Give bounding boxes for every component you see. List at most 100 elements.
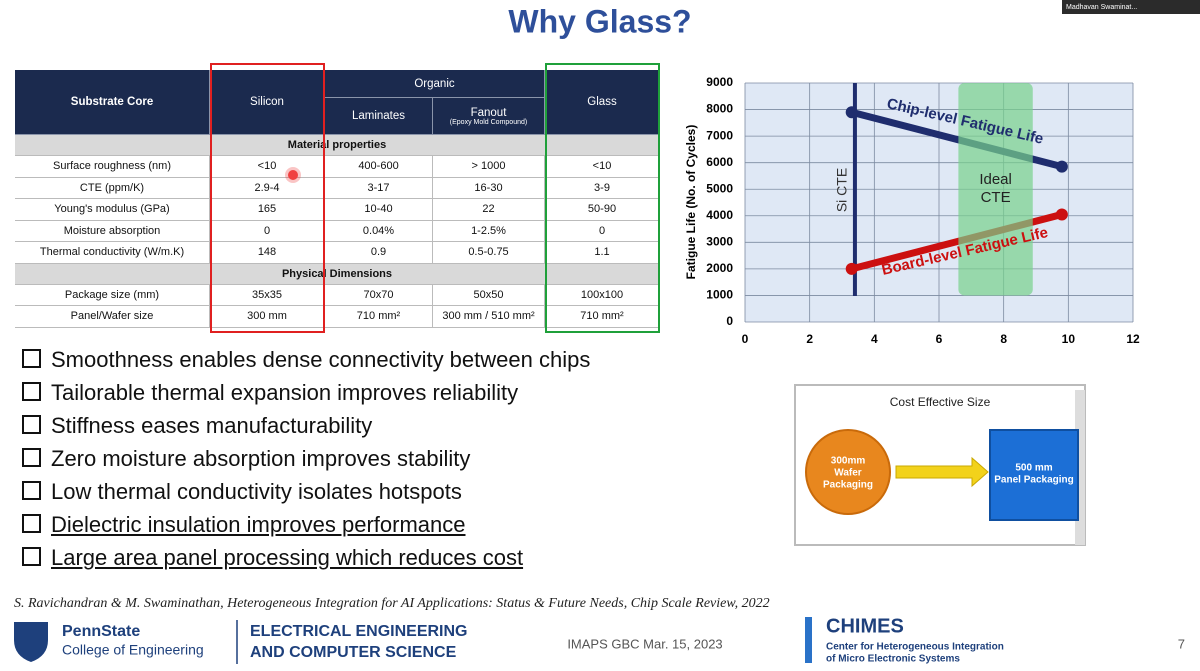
table-cell: > 1000 <box>433 156 545 178</box>
section-row: Material properties <box>15 135 660 156</box>
bullet-item: Low thermal conductivity isolates hotspo… <box>22 479 462 505</box>
bullet-text: Zero moisture absorption improves stabil… <box>51 446 471 471</box>
table-cell: CTE (ppm/K) <box>15 177 210 199</box>
ideal-cte-label: Ideal <box>979 171 1012 188</box>
bullet-text: Stiffness eases manufacturability <box>51 413 373 438</box>
data-point <box>1055 160 1068 173</box>
comparison-table: Substrate Core Silicon Organic Laminates Fan… <box>15 70 660 332</box>
header-cell: Silicon <box>210 70 325 135</box>
footer-department: AND COMPUTER SCIENCE <box>250 644 457 661</box>
header-cell: Organic <box>325 70 545 98</box>
data-point <box>845 106 858 119</box>
bullet-text: Dielectric insulation improves performan… <box>51 512 466 537</box>
bullet-box <box>22 547 41 566</box>
wafer-label: Wafer <box>834 468 862 479</box>
bullet-box <box>22 481 41 500</box>
y-tick-label: 4000 <box>706 208 733 222</box>
x-tick-label: 0 <box>742 332 749 346</box>
bullet-item: Dielectric insulation improves performan… <box>22 512 466 538</box>
footer-university: PennState <box>62 623 140 640</box>
footer-department: ELECTRICAL ENGINEERING <box>250 623 468 640</box>
header-cell: Substrate Core <box>15 70 210 135</box>
cursor-dot <box>288 170 298 180</box>
bullet-text: Tailorable thermal expansion improves re… <box>51 380 519 405</box>
y-tick-label: 3000 <box>706 235 733 249</box>
table-cell: 50x50 <box>433 284 545 306</box>
bullet-box <box>22 382 41 401</box>
table-cell: 1-2.5% <box>433 220 545 242</box>
participant-name: Madhavan Swaminat... <box>1066 4 1137 11</box>
bullet-item: Smoothness enables dense connectivity be… <box>22 347 590 373</box>
bullet-box <box>22 448 41 467</box>
header-text: Fanout <box>470 106 507 119</box>
table-cell: 10-40 <box>325 199 433 221</box>
table-cell: Moisture absorption <box>15 220 210 242</box>
bullet-text: Smoothness enables dense connectivity be… <box>51 347 591 372</box>
bullet-text: Large area panel processing which reduce… <box>51 545 524 570</box>
table-cell: 22 <box>433 199 545 221</box>
table-cell: 16-30 <box>433 177 545 199</box>
y-tick-label: 7000 <box>706 128 733 142</box>
silicon-highlight <box>210 63 325 333</box>
wafer-circle <box>805 429 891 515</box>
lion-shield <box>14 622 48 662</box>
arrow <box>895 456 989 488</box>
bullet-box <box>22 514 41 533</box>
si-cte-label: Si CTE <box>834 168 850 212</box>
video-thumbnail <box>1062 0 1200 14</box>
bullet-item: Large area panel processing which reduce… <box>22 545 523 571</box>
y-tick-label: 2000 <box>706 261 733 275</box>
table-cell: 70x70 <box>325 284 433 306</box>
ideal-cte-region <box>958 83 1033 296</box>
header-note: (Epoxy Mold Compound) <box>449 118 528 126</box>
wafer-label: 300mm <box>831 456 866 467</box>
table-cell: Package size (mm) <box>15 284 210 306</box>
glass-highlight <box>545 63 660 333</box>
data-point <box>1055 208 1068 221</box>
header-cell: Laminates <box>325 98 433 135</box>
y-axis-label: Fatigue Life (No. of Cycles) <box>684 125 698 280</box>
bullet-text: Low thermal conductivity isolates hotspo… <box>51 479 462 504</box>
y-tick-label: 9000 <box>706 75 733 89</box>
x-tick-label: 6 <box>936 332 943 346</box>
table-cell: Thermal conductivity (W/m.K) <box>15 242 210 264</box>
y-tick-label: 5000 <box>706 181 733 195</box>
ideal-cte-label: CTE <box>981 189 1011 206</box>
footer-center: CHIMES <box>826 615 904 637</box>
bullet-box <box>22 415 41 434</box>
panel-label: Panel Packaging <box>994 475 1073 486</box>
wafer-label: Packaging <box>823 480 873 491</box>
x-tick-label: 8 <box>1000 332 1007 346</box>
table-cell: 3-17 <box>325 177 433 199</box>
x-tick-label: 2 <box>806 332 813 346</box>
table-cell: 0.04% <box>325 220 433 242</box>
y-tick-label: 8000 <box>706 102 733 116</box>
table-cell: Surface roughness (nm) <box>15 156 210 178</box>
footer-center-name: of Micro Electronic Systems <box>826 654 960 665</box>
citation: S. Ravichandran & M. Swaminathan, Hetero… <box>14 596 770 611</box>
table-cell: 400-600 <box>325 156 433 178</box>
y-tick-label: 0 <box>726 314 733 328</box>
x-tick-label: 10 <box>1062 332 1076 346</box>
diagram-shade <box>1075 390 1085 545</box>
panel-label: 500 mm <box>1015 463 1052 474</box>
diagram-title: Cost Effective Size <box>890 395 991 409</box>
header-cell: Fanout (Epoxy Mold Compound) <box>433 98 545 135</box>
footer-event: IMAPS GBC Mar. 15, 2023 <box>567 636 722 651</box>
footer-center-name: Center for Heterogeneous Integration <box>826 642 1004 653</box>
data-point <box>845 262 858 275</box>
y-tick-label: 1000 <box>706 288 733 302</box>
table-cell: Young's modulus (GPa) <box>15 199 210 221</box>
panel-box <box>989 429 1079 521</box>
x-tick-label: 4 <box>871 332 878 346</box>
y-tick-label: 6000 <box>706 155 733 169</box>
section-row: Physical Dimensions <box>15 263 660 285</box>
bullet-box <box>22 349 41 368</box>
x-tick-label: 12 <box>1126 332 1140 346</box>
slide-title: Why Glass? <box>508 3 691 39</box>
footer-college: College of Engineering <box>62 642 204 658</box>
bullet-item: Stiffness eases manufacturability <box>22 413 372 439</box>
table-cell: 710 mm² <box>325 306 433 328</box>
